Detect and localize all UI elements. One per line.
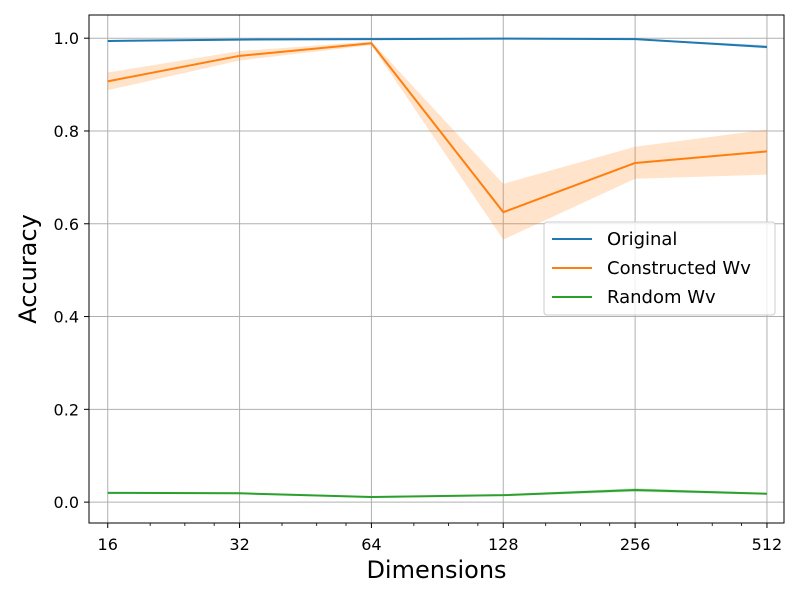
point-series-2 <box>239 55 241 57</box>
point-series-2 <box>766 150 768 152</box>
y-axis-label: Accuracy <box>14 214 42 324</box>
series-lines <box>107 37 768 499</box>
y-tick-label: 0.2 <box>54 400 79 419</box>
y-tick-label: 0.4 <box>54 308 79 327</box>
point-series-3 <box>239 492 241 494</box>
point-series-2 <box>370 42 372 44</box>
x-tick-label: 64 <box>361 535 381 554</box>
legend-label: Random Wv <box>607 287 716 308</box>
band-series-2 <box>107 41 767 240</box>
y-tick-label: 0.8 <box>54 122 79 141</box>
x-tick-label: 32 <box>229 535 249 554</box>
legend: Original Constructed Wv Random Wv <box>543 221 776 316</box>
point-series-3 <box>766 493 768 495</box>
tick-labels: 16 32 64 128 256 512 0.0 0.2 0.4 0.6 0.8 1.0 <box>54 29 783 554</box>
x-tick-label: 256 <box>620 535 651 554</box>
point-series-3 <box>107 492 109 494</box>
point-series-2 <box>107 80 109 82</box>
point-series-2 <box>634 162 636 164</box>
plot-frame <box>88 14 785 524</box>
legend-label: Original <box>607 229 677 250</box>
point-series-3 <box>502 494 504 496</box>
point-series-3 <box>634 489 636 491</box>
point-series-1 <box>370 38 372 40</box>
line-series-1 <box>107 37 768 49</box>
y-tick-label: 0.0 <box>54 493 79 512</box>
line-series-3 <box>107 489 767 499</box>
x-tick-label: 128 <box>488 535 519 554</box>
x-axis-label: Dimensions <box>366 556 506 584</box>
point-series-1 <box>502 38 504 40</box>
point-series-1 <box>239 39 241 41</box>
y-tick-label: 0.6 <box>54 215 79 234</box>
legend-box <box>543 221 776 316</box>
ticks <box>84 37 768 528</box>
x-tick-label: 512 <box>752 535 783 554</box>
point-series-1 <box>766 46 768 48</box>
legend-label: Constructed Wv <box>607 258 751 279</box>
point-series-1 <box>634 38 636 40</box>
point-series-2 <box>502 211 504 213</box>
y-tick-label: 1.0 <box>54 29 79 48</box>
point-series-1 <box>107 40 109 42</box>
legend-items: Original Constructed Wv Random Wv <box>552 229 751 308</box>
point-series-3 <box>370 496 372 498</box>
line-series-2 <box>107 42 768 214</box>
x-tick-label: 16 <box>98 535 118 554</box>
